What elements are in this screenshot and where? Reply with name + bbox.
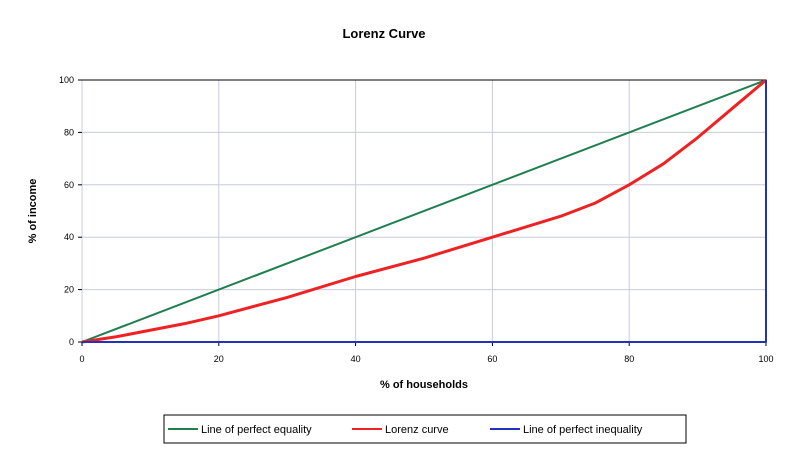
series-line-line-of-perfect-equality <box>81 79 767 343</box>
y-tick-label: 0 <box>69 337 74 347</box>
legend-label: Lorenz curve <box>385 424 449 436</box>
legend-box <box>163 414 687 444</box>
x-tick-label: 100 <box>758 354 773 364</box>
x-tick-label: 80 <box>624 354 634 364</box>
y-tick-label: 20 <box>64 285 74 295</box>
y-tick-label: 40 <box>64 232 74 242</box>
legend-label: Line of perfect inequality <box>523 424 643 436</box>
x-axis-label: % of households <box>380 379 468 391</box>
series-line-lorenz-curve <box>81 78 767 344</box>
y-tick-label: 80 <box>64 127 74 137</box>
chart-title: Lorenz Curve <box>342 26 425 41</box>
y-axis-label: % of income <box>27 179 39 244</box>
series-line-line-of-perfect-inequality <box>82 80 767 343</box>
legend-label: Line of perfect equality <box>201 424 312 436</box>
x-tick-label: 20 <box>214 354 224 364</box>
legend: Line of perfect equality Lorenz curve Line… <box>163 414 687 444</box>
y-tick-label: 60 <box>64 180 74 190</box>
x-tick-label: 40 <box>351 354 361 364</box>
x-tick-label: 0 <box>79 354 84 364</box>
y-tick-label: 100 <box>59 75 74 85</box>
x-tick-label: 60 <box>487 354 497 364</box>
